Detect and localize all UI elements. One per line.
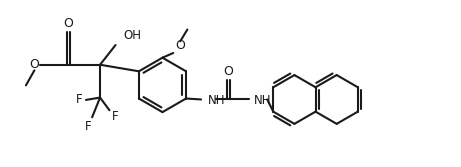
Text: O: O [64,17,74,30]
Text: O: O [30,58,39,71]
Text: F: F [112,110,119,123]
Text: O: O [223,65,233,78]
Text: F: F [84,120,91,133]
Text: O: O [175,39,185,52]
Text: F: F [76,93,83,106]
Text: NH: NH [208,94,225,107]
Text: NH: NH [254,94,272,107]
Text: OH: OH [124,29,142,42]
